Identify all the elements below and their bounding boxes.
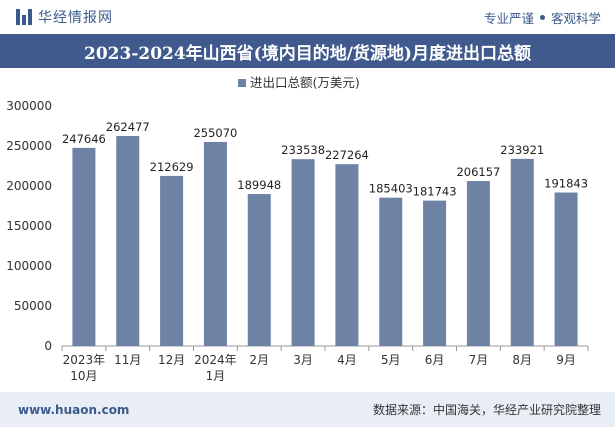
y-tick-label: 300000: [6, 99, 52, 113]
logo: 华经情报网: [16, 7, 113, 27]
logo-icon: [16, 9, 32, 25]
bar-chart: 进出口总额(万美元) 0 50000 100000 150000 200000 250000…: [6, 75, 589, 383]
x-tick-label: 2月: [249, 353, 269, 367]
bar: [116, 136, 140, 346]
x-tick-label: 12月: [158, 353, 185, 367]
data-label: 262477: [106, 120, 150, 134]
x-tick-label: 2024年 1月: [194, 353, 237, 383]
bar: [335, 164, 359, 346]
bar: [466, 181, 490, 346]
y-tick-label: 200000: [6, 179, 52, 193]
x-tick-label: 8月: [512, 353, 532, 367]
y-tick-label: 50000: [14, 299, 52, 313]
data-label: 189948: [237, 178, 281, 192]
x-tick-label: 2023年 10月: [63, 353, 106, 383]
bar: [247, 194, 271, 346]
x-tick-label: 6月: [425, 353, 445, 367]
data-label: 212629: [150, 160, 194, 174]
data-label: 227264: [325, 148, 369, 162]
x-tick-label: 5月: [381, 353, 401, 367]
y-tick-label: 250000: [6, 139, 52, 153]
x-tick-label: 3月: [293, 353, 313, 367]
tag-professional: 专业严谨: [483, 10, 534, 26]
tag-objective: 客观科学: [550, 10, 601, 26]
y-tick-label: 150000: [6, 219, 52, 233]
chart-title: 2023-2024年山西省(境内目的地/货源地)月度进出口总额: [84, 43, 531, 64]
tagline: 专业严谨 客观科学: [484, 8, 601, 27]
bar: [379, 197, 403, 346]
bar: [510, 158, 534, 346]
brand-name: 华经情报网: [38, 10, 113, 26]
dot-icon: [539, 14, 545, 20]
y-tick-label: 100000: [6, 259, 52, 273]
title-bar: 2023-2024年山西省(境内目的地/货源地)月度进出口总额: [0, 34, 615, 68]
legend-swatch: [238, 79, 246, 87]
data-label: 191843: [544, 177, 588, 191]
data-label: 185403: [369, 182, 413, 196]
bar: [203, 141, 227, 346]
data-label: 206157: [456, 165, 500, 179]
data-label: 255070: [193, 126, 237, 140]
x-tick-label: 4月: [337, 353, 357, 367]
data-label: 233921: [500, 143, 544, 157]
top-bar: 华经情报网 专业严谨 客观科学: [0, 0, 615, 34]
data-label: 247646: [62, 132, 106, 146]
bar: [72, 147, 96, 346]
data-source: 数据来源：中国海关，华经产业研究院整理: [372, 403, 601, 417]
footer: www.huaon.com 数据来源：中国海关，华经产业研究院整理: [0, 392, 615, 427]
x-tick-label: 11月: [114, 353, 141, 367]
bar: [423, 200, 447, 346]
x-tick-label: 7月: [469, 353, 489, 367]
data-label: 233538: [281, 143, 325, 157]
footer-url: www.huaon.com: [18, 402, 130, 417]
bar: [160, 175, 184, 346]
x-tick-label: 9月: [556, 353, 576, 367]
y-tick-label: 0: [44, 339, 52, 353]
legend-label: 进出口总额(万美元): [250, 75, 360, 90]
data-label: 181743: [413, 185, 457, 199]
bar: [554, 192, 578, 346]
bar: [291, 159, 315, 346]
